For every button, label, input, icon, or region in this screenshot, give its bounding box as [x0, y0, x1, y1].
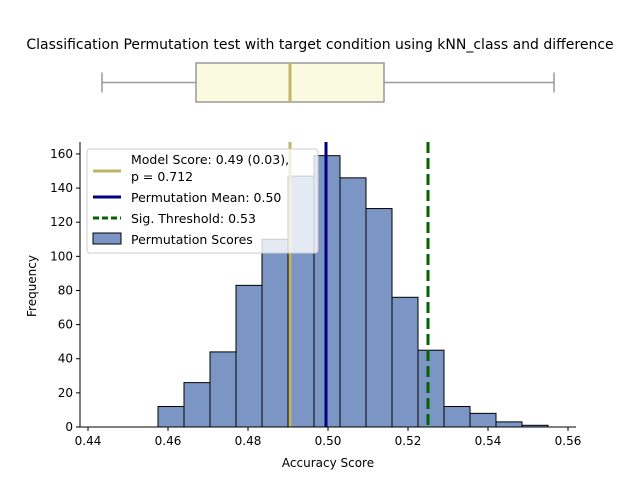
histogram-bar: [235, 284, 263, 428]
y-tick-label: 100: [50, 249, 73, 263]
histogram-bar: [469, 412, 497, 428]
x-tick-label: 0.48: [235, 434, 262, 448]
x-tick-label: 0.54: [475, 434, 502, 448]
y-tick-label: 160: [50, 147, 73, 161]
histogram-bar: [183, 382, 211, 428]
x-axis-label: Accuracy Score: [282, 456, 374, 470]
histogram-bar: [339, 177, 367, 428]
y-tick-label: 80: [58, 283, 73, 297]
legend-entry-label: Sig. Threshold: 0.53: [131, 211, 256, 226]
y-tick-label: 0: [65, 420, 73, 434]
legend-frame: [86, 148, 319, 254]
legend-swatch-bar: [92, 232, 122, 245]
histogram-bar: [209, 351, 237, 428]
legend: Model Score: 0.49 (0.03), p = 0.712 Permut…: [86, 148, 319, 254]
histogram-bar: [261, 238, 289, 428]
x-tick-label: 0.44: [75, 434, 102, 448]
histogram-bar: [443, 406, 471, 428]
histogram-bar: [495, 421, 523, 428]
histogram-plot-area: 0.44 0.46 0.48 0.50 0.52 0.54 0.56 0 20 40 60 80 100…: [50, 142, 581, 448]
y-axis-label: Frequency: [25, 255, 39, 317]
legend-entry-label: Model Score: 0.49 (0.03),: [131, 152, 289, 167]
y-tick-label: 120: [50, 215, 73, 229]
legend-entry-label: Permutation Mean: 0.50: [131, 190, 281, 205]
histogram-bar: [157, 406, 185, 428]
y-tick-label: 40: [58, 352, 73, 366]
legend-entry-label: p = 0.712: [131, 169, 193, 184]
y-tick-label: 140: [50, 181, 73, 195]
histogram-bar: [417, 349, 445, 428]
y-tick-label: 60: [58, 318, 73, 332]
x-tick-label: 0.56: [555, 434, 582, 448]
x-tick-label: 0.52: [395, 434, 422, 448]
legend-entry-label: Permutation Scores: [131, 232, 253, 247]
histogram-bar: [365, 208, 393, 428]
boxplot: [101, 62, 555, 103]
x-tick-label: 0.50: [315, 434, 342, 448]
x-tick-label: 0.46: [155, 434, 182, 448]
y-tick-label: 20: [58, 386, 73, 400]
chart-title: Classification Permutation test with tar…: [26, 37, 613, 53]
histogram-bar: [391, 296, 419, 428]
